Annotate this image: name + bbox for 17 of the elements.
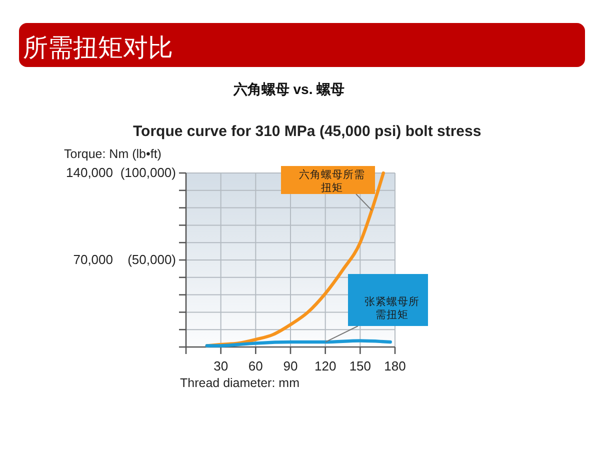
chart-subtitle: 六角螺母 vs. 螺母 (232, 81, 345, 97)
x-axis-title: Thread diameter: mm (180, 376, 300, 390)
x-tick-label: 30 (214, 358, 228, 374)
series-label: 六角螺母所需扭矩 (299, 168, 365, 194)
y2-tick-label: (100,000) (120, 165, 176, 180)
text: Torque curve for 310 MPa (45,000 psi) bolt stress (133, 123, 482, 140)
x-tick-label: 120 (314, 358, 336, 374)
x-tick-label: 180 (384, 358, 406, 374)
x-tick-label: 60 (248, 358, 263, 374)
x-tick-label: 150 (349, 358, 372, 374)
y-axis-title: Torque: Nm (lb•ft) (64, 147, 162, 161)
y2-tick-label: (50,000) (128, 252, 176, 268)
y-tick-label: 140,000 (66, 165, 113, 180)
x-tick-label: 90 (283, 358, 298, 374)
series-label: 张紧螺母所需扭矩 (364, 295, 420, 321)
chart-title: 所需扭矩对比 (23, 35, 173, 62)
y-tick-label: 70,000 (73, 252, 113, 268)
